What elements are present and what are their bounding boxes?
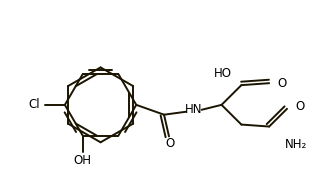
Text: HO: HO (213, 67, 232, 80)
Text: Cl: Cl (29, 98, 40, 111)
Text: O: O (277, 77, 286, 90)
Text: OH: OH (74, 154, 92, 167)
Text: O: O (295, 100, 304, 113)
Text: O: O (165, 137, 175, 150)
Text: HN: HN (185, 103, 203, 116)
Text: NH₂: NH₂ (285, 138, 307, 151)
